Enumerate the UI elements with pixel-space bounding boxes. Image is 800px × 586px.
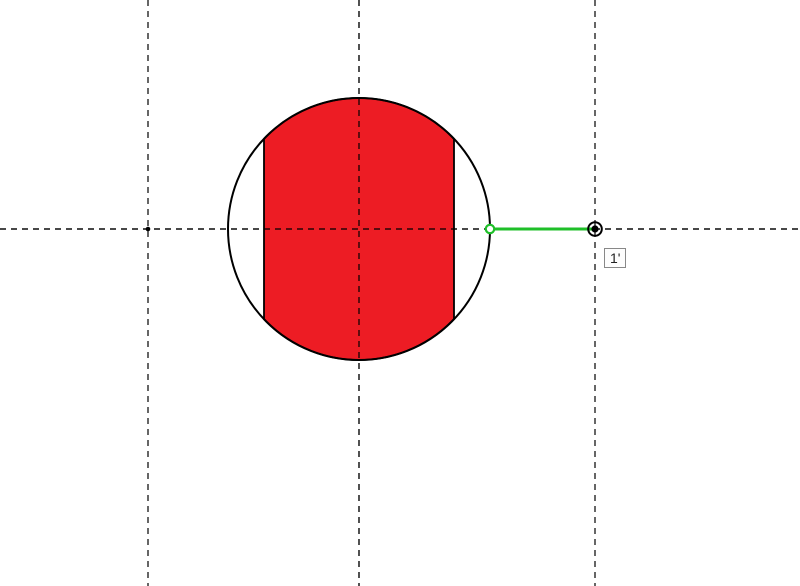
point-label-1prime: 1' [604,248,626,268]
origin-left-point[interactable] [146,227,151,232]
green-point[interactable] [486,225,494,233]
geometry-canvas [0,0,800,586]
